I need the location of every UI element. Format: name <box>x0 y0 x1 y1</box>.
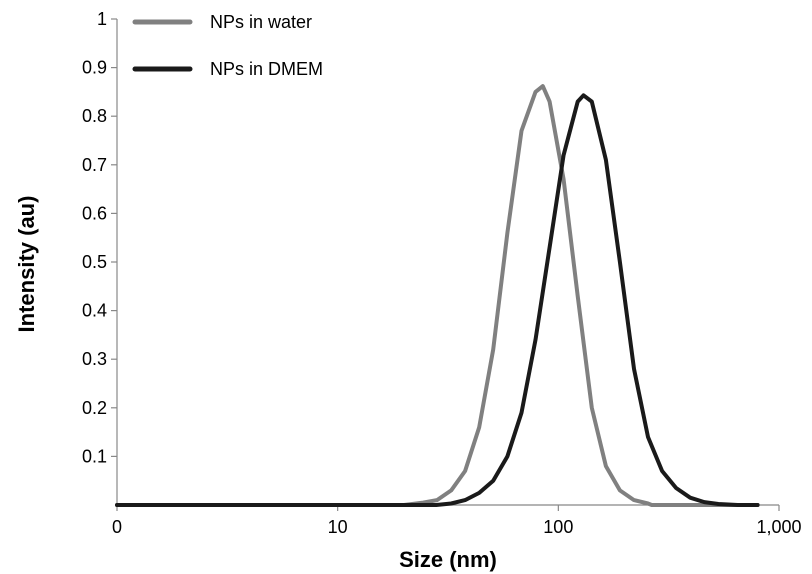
series-lines <box>115 84 760 507</box>
y-tick-label: 0.8 <box>82 106 107 126</box>
x-axis-ticks: 0 10 100 1,000 <box>112 505 802 537</box>
y-tick-label: 0.9 <box>82 58 107 78</box>
x-tick-label: 0 <box>112 517 122 537</box>
x-tick-label: 1,000 <box>756 517 801 537</box>
y-tick-label: 0.1 <box>82 446 107 466</box>
x-axis-title: Size (nm) <box>399 547 497 572</box>
x-tick-label: 10 <box>328 517 348 537</box>
series-line-nps-in-water <box>115 84 760 507</box>
y-tick-label: 0.2 <box>82 398 107 418</box>
y-tick-label: 0.6 <box>82 203 107 223</box>
y-tick-label: 0.4 <box>82 301 107 321</box>
y-axis-title: Intensity (au) <box>14 196 39 333</box>
legend-label-nps-in-dmem: NPs in DMEM <box>210 59 323 79</box>
y-tick-label: 1 <box>97 9 107 29</box>
axes <box>116 19 779 506</box>
series-line-nps-in-dmem <box>115 93 760 507</box>
y-axis-ticks: 0.1 0.2 0.3 0.4 0.5 0.6 0.7 0.8 0.9 1 <box>82 9 117 466</box>
y-tick-label: 0.3 <box>82 349 107 369</box>
legend: NPs in water NPs in DMEM <box>132 12 323 79</box>
y-tick-label: 0.5 <box>82 252 107 272</box>
y-tick-label: 0.7 <box>82 155 107 175</box>
x-tick-label: 100 <box>543 517 573 537</box>
legend-label-nps-in-water: NPs in water <box>210 12 312 32</box>
